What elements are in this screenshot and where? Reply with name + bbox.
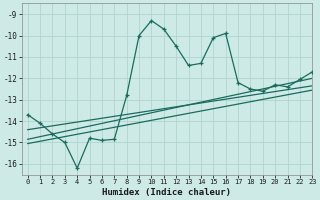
X-axis label: Humidex (Indice chaleur): Humidex (Indice chaleur) bbox=[102, 188, 231, 197]
